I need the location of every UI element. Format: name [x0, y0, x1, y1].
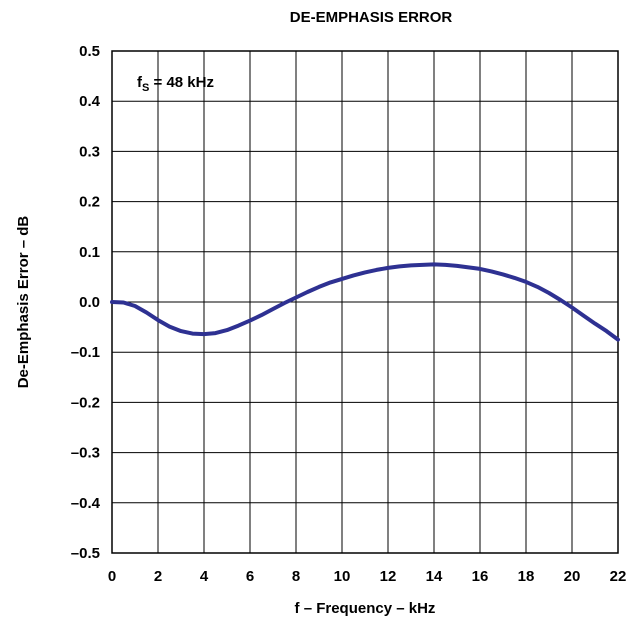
x-tick-label: 0	[108, 568, 116, 585]
tick-labels: 0 2 4 6 8 10 12 14 16 18 20 22 –0.5 –0.4 –0.3 –0.2 –0.1 0…	[71, 43, 627, 585]
y-tick-label: –0.1	[71, 344, 100, 361]
x-tick-label: 8	[292, 568, 300, 585]
sampling-frequency-annotation: fS = 48 kHz	[137, 74, 214, 94]
annotation-suffix: = 48 kHz	[149, 74, 214, 91]
x-tick-label: 20	[564, 568, 581, 585]
x-axis-label: f – Frequency – kHz	[295, 600, 436, 617]
y-tick-label: 0.3	[79, 143, 100, 160]
y-tick-label: 0.2	[79, 194, 100, 211]
x-tick-label: 22	[610, 568, 627, 585]
y-tick-label: –0.2	[71, 394, 100, 411]
y-tick-label: 0.4	[79, 93, 101, 110]
x-tick-label: 4	[200, 568, 209, 585]
x-tick-label: 18	[518, 568, 535, 585]
y-tick-label: –0.4	[71, 495, 101, 512]
y-tick-label: 0.1	[79, 244, 100, 261]
x-tick-label: 2	[154, 568, 162, 585]
chart-title: DE-EMPHASIS ERROR	[290, 9, 453, 26]
y-tick-label: 0.0	[79, 294, 100, 311]
y-tick-label: 0.5	[79, 43, 100, 60]
x-tick-label: 12	[380, 568, 397, 585]
annotation-subscript: S	[142, 82, 149, 94]
y-axis-label: De-Emphasis Error – dB	[15, 216, 32, 389]
x-tick-label: 10	[334, 568, 351, 585]
grid	[111, 50, 619, 554]
x-tick-label: 16	[472, 568, 489, 585]
x-tick-label: 14	[426, 568, 443, 585]
x-tick-label: 6	[246, 568, 254, 585]
y-tick-label: –0.3	[71, 445, 100, 462]
y-tick-label: –0.5	[71, 545, 100, 562]
annotation-prefix: f	[137, 74, 143, 91]
series-line	[110, 262, 620, 342]
